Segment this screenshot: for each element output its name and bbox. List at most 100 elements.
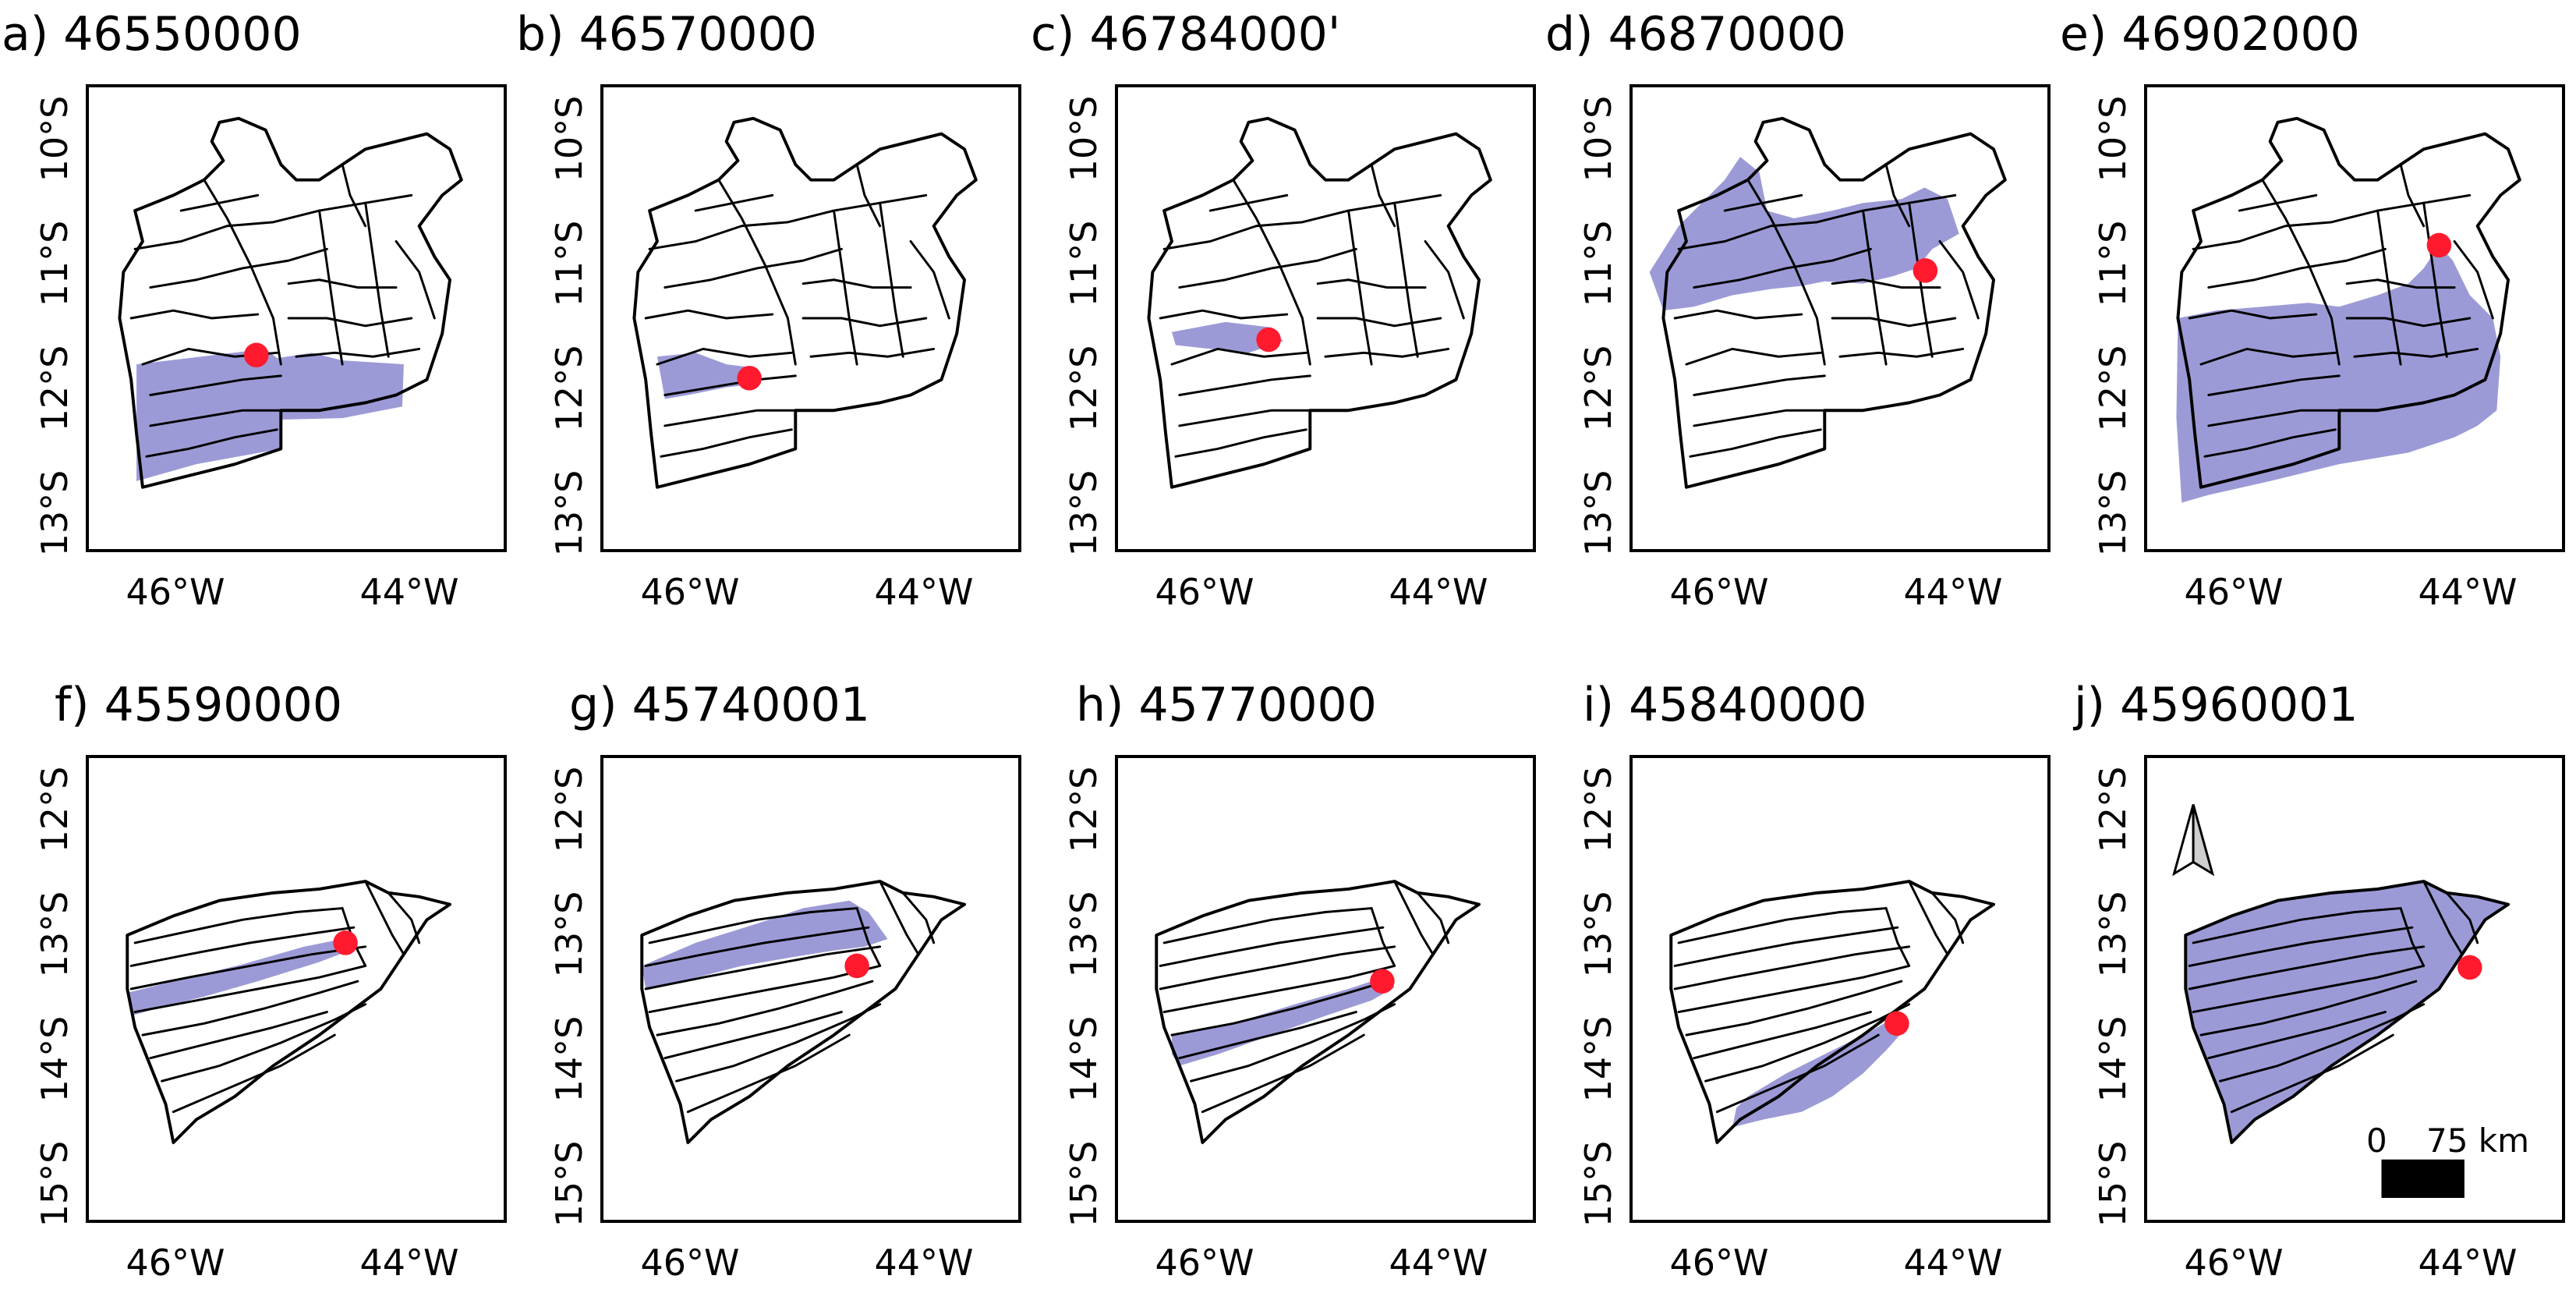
basin-boundary (1155, 880, 1481, 1145)
river-line (2376, 209, 2402, 366)
drainage-area-highlight (1649, 157, 1959, 311)
river-line (879, 201, 904, 358)
x-tick-label: 44°W (1389, 571, 1488, 613)
river-line (1693, 409, 1826, 427)
river-line (644, 309, 774, 320)
river-line (833, 209, 858, 366)
station-dot-icon (844, 953, 869, 979)
river-line (318, 209, 344, 366)
x-tick-label: 46°W (126, 1242, 225, 1284)
river-line (133, 907, 344, 944)
map-panel-h: h) 45770000 12°S 13°S 14°S 15°S 46°W 44°… (1029, 677, 1536, 1285)
river-line (1930, 891, 1965, 944)
drainage-area-highlight (656, 353, 761, 399)
river-line (2207, 247, 2387, 289)
river-line (341, 163, 367, 228)
river-line (1424, 240, 1465, 320)
river-line (1673, 945, 1911, 990)
map-frame (1115, 84, 1536, 552)
river-line (2188, 926, 2414, 967)
basin-map (640, 880, 967, 1145)
river-line (2192, 964, 2426, 1014)
river-line (287, 278, 398, 289)
river-line (2207, 374, 2341, 396)
river-line (2261, 179, 2341, 366)
map-frame (600, 755, 1021, 1223)
river-line (2230, 1033, 2394, 1114)
map-panel-a: a) 46550000 10°S 11°S 12°S 13°S 46°W 44°… (0, 6, 507, 615)
map-frame (1629, 84, 2051, 552)
basin-outline (1155, 880, 1481, 1145)
basin-outline (118, 116, 463, 489)
station-dot-icon (2457, 955, 2482, 980)
river-line (1838, 347, 1965, 358)
river-line (149, 374, 282, 396)
basin-boundary (640, 880, 967, 1145)
river-line (1159, 309, 1289, 320)
river-line (879, 880, 920, 956)
station-dot-icon (737, 366, 762, 391)
x-tick-label: 44°W (359, 571, 459, 613)
basin-outline (2184, 880, 2511, 1145)
river-line (1938, 240, 1980, 320)
river-line (1162, 964, 1396, 1014)
basin-map (118, 116, 463, 489)
panel-title: d) 46870000 (1545, 7, 1846, 62)
river-line (1831, 317, 1957, 328)
river-line (1416, 891, 1450, 944)
river-line (2207, 1011, 2387, 1060)
river-line (2399, 163, 2426, 228)
map-panel-j: j) 45960001 12°S 13°S 14°S 15°S 46°W 44°… (2058, 677, 2565, 1285)
river-line (663, 1011, 843, 1060)
river-line (1831, 278, 1941, 289)
river-line (1170, 980, 1389, 1036)
river-line (644, 945, 882, 990)
x-tick-label: 46°W (1669, 571, 1769, 613)
basin-outline (2176, 116, 2521, 489)
river-line (1685, 980, 1903, 1036)
map-frame (1115, 755, 1536, 1223)
river-line (801, 317, 928, 328)
basin-map (632, 116, 978, 489)
river-line (129, 945, 367, 990)
river-line (1174, 428, 1307, 458)
river-line (2399, 907, 2426, 967)
basin-boundary (2184, 880, 2511, 1145)
panel-title: a) 46550000 (2, 7, 302, 62)
river-line (717, 179, 797, 366)
river-line (203, 179, 282, 366)
basin-outline (1661, 116, 2007, 489)
x-tick-label: 46°W (2184, 571, 2284, 613)
drainage-area-highlight (2176, 245, 2501, 503)
basin-map (2176, 116, 2521, 503)
station-dot-icon (1884, 1011, 1909, 1036)
river-line (1746, 179, 1826, 366)
map-panel-c: c) 46784000' 10°S 11°S 12°S 13°S 46°W 44… (1029, 6, 1536, 615)
basin-boundary (1669, 880, 1996, 1145)
river-line (149, 1011, 328, 1060)
river-line (1693, 1011, 1872, 1060)
river-line (660, 428, 793, 458)
river-line (909, 240, 950, 320)
basin-outline (640, 880, 967, 1145)
river-line (1689, 428, 1822, 458)
river-line (1190, 1003, 1396, 1083)
basin-map (1669, 880, 1996, 1145)
river-line (1723, 193, 1803, 212)
map-panel-b: b) 46570000 10°S 11°S 12°S 13°S 46°W 44°… (515, 6, 1021, 615)
river-line (1232, 179, 1311, 366)
river-line (663, 374, 797, 396)
basin-boundary (632, 116, 978, 489)
map-frame (86, 84, 507, 552)
x-tick-label: 44°W (1903, 1242, 2003, 1284)
river-line (1677, 964, 1911, 1014)
river-line (855, 907, 882, 967)
station-dot-icon (244, 342, 269, 368)
river-line (2345, 278, 2456, 289)
river-line (1693, 247, 1872, 289)
river-line (2345, 317, 2472, 328)
panel-title: g) 45740001 (569, 678, 870, 732)
x-tick-label: 46°W (126, 571, 225, 613)
station-dot-icon (333, 930, 358, 955)
drainage-area-highlight (1171, 977, 1395, 1066)
